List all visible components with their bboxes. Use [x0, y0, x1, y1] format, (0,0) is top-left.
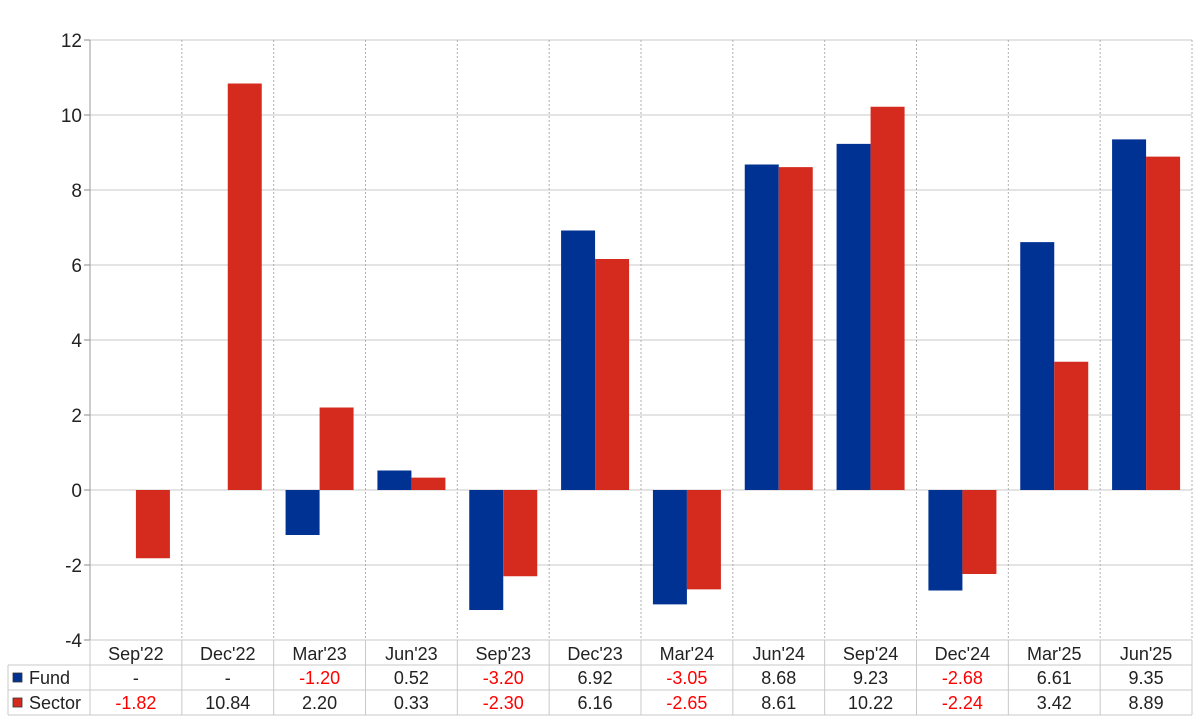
bar-fund: [744, 164, 779, 490]
data-label: 10.84: [205, 693, 250, 713]
bar-fund: [561, 230, 596, 490]
data-label: -2.24: [942, 693, 983, 713]
bar-sector: [595, 259, 630, 490]
y-tick-label: 2: [71, 406, 82, 427]
x-tick-label: Sep'24: [843, 644, 899, 664]
x-tick-label: Mar'23: [292, 644, 346, 664]
y-tick-label: 10: [61, 106, 82, 127]
y-tick-label: 0: [71, 481, 82, 502]
bar-sector: [870, 106, 905, 490]
y-tick-label: 4: [71, 331, 82, 352]
x-tick-label: Jun'25: [1120, 644, 1172, 664]
x-tick-label: Dec'22: [200, 644, 255, 664]
bar-fund: [928, 490, 963, 591]
bar-sector: [962, 490, 997, 574]
bar-sector: [1146, 156, 1181, 490]
bar-sector: [778, 167, 813, 490]
y-tick-label: -2: [65, 556, 82, 577]
legend-swatch-sector: [12, 697, 23, 708]
x-tick-label: Sep'23: [476, 644, 532, 664]
data-label: -1.82: [115, 693, 156, 713]
data-label: 6.61: [1037, 668, 1072, 688]
bar-sector: [686, 490, 721, 590]
data-label: -2.65: [666, 693, 707, 713]
data-label: -2.68: [942, 668, 983, 688]
data-label: -1.20: [299, 668, 340, 688]
data-label: 6.16: [578, 693, 613, 713]
y-tick-label: 8: [71, 181, 82, 202]
bar-fund: [836, 143, 871, 490]
data-label: 0.33: [394, 693, 429, 713]
x-tick-label: Dec'24: [935, 644, 990, 664]
bar-fund: [469, 490, 504, 610]
data-label: 8.68: [761, 668, 796, 688]
legend-label: Sector: [29, 693, 81, 713]
data-label: 6.92: [578, 668, 613, 688]
bar-sector: [319, 407, 354, 490]
data-label: 2.20: [302, 693, 337, 713]
data-label: -3.05: [666, 668, 707, 688]
data-label: -3.20: [483, 668, 524, 688]
x-tick-label: Dec'23: [567, 644, 622, 664]
data-label: -: [225, 668, 231, 688]
bar-fund: [1020, 242, 1055, 490]
data-label: -2.30: [483, 693, 524, 713]
bar-sector: [411, 477, 446, 490]
bar-sector: [135, 490, 170, 559]
y-tick-label: 12: [61, 31, 82, 52]
x-tick-label: Sep'22: [108, 644, 164, 664]
bar-sector: [1054, 361, 1089, 490]
bar-fund: [652, 490, 687, 605]
data-label: 9.35: [1129, 668, 1164, 688]
data-label: 9.23: [853, 668, 888, 688]
legend-swatch-fund: [12, 672, 23, 683]
x-tick-label: Mar'24: [660, 644, 714, 664]
y-tick-label: -4: [65, 631, 82, 652]
x-tick-label: Mar'25: [1027, 644, 1081, 664]
bar-sector: [227, 83, 262, 490]
data-label: 10.22: [848, 693, 893, 713]
data-label: -: [133, 668, 139, 688]
data-label: 3.42: [1037, 693, 1072, 713]
data-label: 8.89: [1129, 693, 1164, 713]
data-label: 8.61: [761, 693, 796, 713]
legend-label: Fund: [29, 668, 70, 688]
data-label: 0.52: [394, 668, 429, 688]
bar-sector: [503, 490, 538, 577]
bar-fund: [285, 490, 320, 535]
x-tick-label: Jun'23: [385, 644, 437, 664]
bar-fund: [1112, 139, 1147, 490]
y-tick-label: 6: [71, 256, 82, 277]
bar-fund: [377, 470, 412, 490]
x-tick-label: Jun'24: [753, 644, 805, 664]
